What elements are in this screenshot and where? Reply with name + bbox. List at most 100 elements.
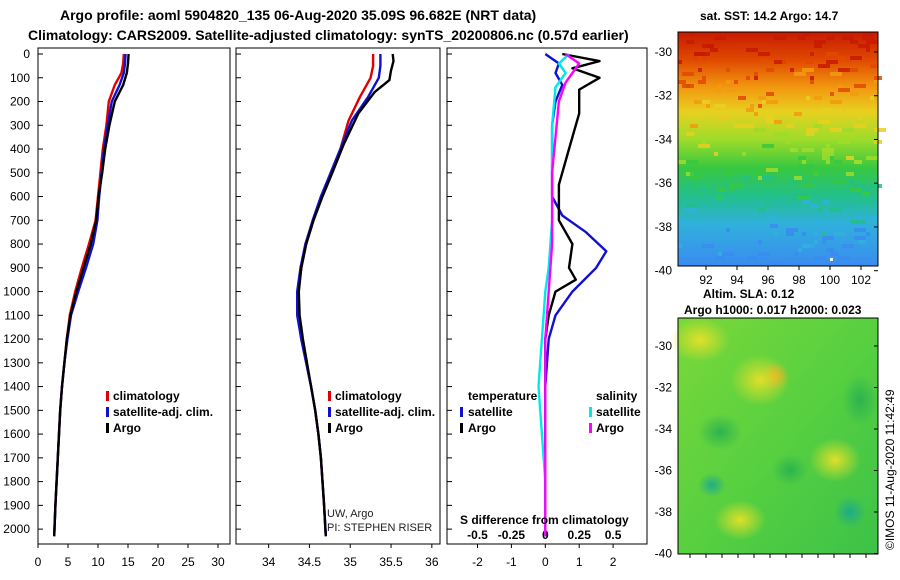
sst-pixel [810, 172, 822, 176]
sst-pixel [866, 48, 870, 52]
sst-map-title: sat. SST: 14.2 Argo: 14.7 [700, 9, 839, 23]
sst-pixel [870, 96, 874, 100]
sst-pixel [802, 32, 810, 36]
sst-pixel [850, 180, 854, 184]
sst-pixel [714, 152, 718, 156]
sst-pixel [718, 116, 730, 120]
legend-swatch-argo [328, 423, 331, 433]
sla-lat-label: -30 [655, 339, 673, 353]
sst-pixel [850, 40, 858, 44]
legend-swatch-temp-satellite [460, 407, 463, 417]
series-line-salinity-satellite [537, 53, 570, 537]
annotation-pi: PI: STEPHEN RISER [327, 522, 432, 534]
depth-tick-label: 1900 [3, 498, 30, 512]
sst-pixel [758, 176, 762, 180]
sst-lon-label: 96 [761, 273, 775, 287]
sst-pixel [766, 116, 774, 120]
temperature-tick-label: 15 [121, 555, 135, 569]
sst-pixel [722, 224, 734, 228]
sst-pixel [802, 148, 814, 152]
sst-pixel [842, 196, 846, 200]
sst-pixel [754, 76, 758, 80]
series-line-satellite-adj-clim- [53, 53, 127, 537]
sst-pixel [686, 40, 694, 44]
legend-label-satellite: satellite-adj. clim. [335, 405, 435, 419]
sst-pixel [770, 224, 778, 228]
depth-tick-label: 500 [10, 166, 30, 180]
sst-pixel [830, 92, 834, 96]
sst-pixel [854, 236, 866, 240]
legend-label-climatology: climatology [335, 389, 402, 403]
sst-pixel [746, 48, 758, 52]
depth-tick-label: 1000 [3, 285, 30, 299]
series-line-climatology [296, 54, 375, 537]
sst-pixel [802, 232, 806, 236]
sst-pixel [766, 100, 778, 104]
sst-pixel [698, 172, 702, 176]
sst-pixel [678, 200, 682, 204]
sst-pixel [870, 184, 882, 188]
legend-swatch-satellite [106, 407, 109, 417]
sst-pixel [810, 76, 814, 80]
sst-pixel [834, 232, 846, 236]
legend-swatch-sal-satellite [589, 407, 592, 417]
sst-pixel [818, 64, 830, 68]
temp-diff-tick-label: -2 [472, 555, 483, 569]
sst-lat-label: -40 [655, 264, 673, 278]
sst-pixel [758, 240, 762, 244]
sst-pixel [858, 240, 866, 244]
sst-pixel [834, 180, 846, 184]
salinity-x-axis: 34 34.5 35 35.5 36 [262, 544, 439, 569]
sst-pixel [866, 44, 870, 48]
sst-pixel [802, 244, 814, 248]
sla-lat-label: -36 [655, 463, 673, 477]
legend-label-temp-argo: Argo [468, 421, 496, 435]
sst-pixel [838, 68, 850, 72]
sst-pixel [766, 204, 770, 208]
sst-pixel [862, 36, 866, 40]
sst-lon-label: 100 [820, 273, 840, 287]
sla-map-subtitle: Argo h1000: 0.017 h2000: 0.023 [684, 303, 862, 317]
sst-pixel [830, 72, 842, 76]
sst-pixel [702, 140, 706, 144]
sst-pixel [794, 176, 802, 180]
sst-pixel [818, 96, 822, 100]
sst-pixel [766, 120, 778, 124]
sst-pixel [870, 216, 878, 220]
sla-low-anomaly [698, 414, 742, 450]
sst-pixel [814, 232, 818, 236]
sst-pixel [786, 232, 794, 236]
sla-lat-label: -40 [655, 546, 673, 560]
sst-pixel [726, 172, 734, 176]
sst-pixel [842, 128, 854, 132]
sst-pixel [874, 80, 878, 84]
sst-pixel [790, 220, 802, 224]
temperature-difference-x-axis: -2 -1 0 1 2 [472, 544, 617, 569]
salinity-tick-label: 34.5 [298, 555, 322, 569]
legend-title-salinity: salinity [596, 389, 638, 403]
sst-pixel [766, 68, 774, 72]
sla-lat-label: -38 [655, 505, 673, 519]
sst-latitude-axis: -30 -32 -34 -36 -38 -40 [655, 45, 878, 278]
sst-pixel [718, 84, 722, 88]
salinity-panel [235, 47, 441, 545]
sst-pixel [770, 216, 778, 220]
sst-pixel [678, 244, 682, 248]
temp-diff-tick-label: -1 [506, 555, 517, 569]
sla-low-anomaly [842, 374, 878, 426]
sst-pixel [862, 32, 874, 36]
sst-pixel [854, 228, 866, 232]
sst-pixel [742, 152, 746, 156]
sst-pixel [714, 88, 722, 92]
depth-tick-label: 900 [10, 261, 30, 275]
sst-pixel [854, 220, 866, 224]
sst-pixel [790, 180, 794, 184]
sst-pixel [854, 184, 866, 188]
legend-title-temperature: temperature [468, 389, 538, 403]
sst-pixel [686, 160, 698, 164]
sst-pixel [702, 76, 706, 80]
temp-diff-tick-label: 1 [576, 555, 583, 569]
sst-pixel [838, 88, 850, 92]
sst-lon-label: 94 [730, 273, 744, 287]
legend-swatch-satellite [328, 407, 331, 417]
